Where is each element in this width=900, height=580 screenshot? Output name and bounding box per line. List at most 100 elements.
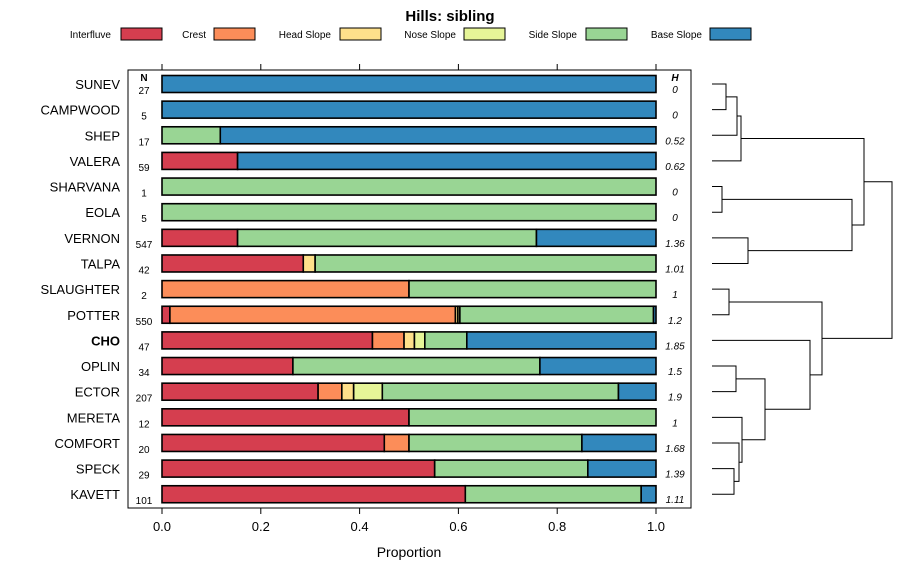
row-label: SLAUGHTER bbox=[41, 282, 120, 297]
dendrogram-link bbox=[712, 186, 723, 213]
legend-label: Crest bbox=[182, 30, 206, 41]
bar-segment bbox=[587, 459, 657, 478]
row-n: 547 bbox=[136, 240, 153, 251]
bar-segment bbox=[161, 484, 467, 504]
row-h: 1.5 bbox=[668, 367, 682, 378]
row-n: 550 bbox=[136, 317, 153, 328]
row-n: 17 bbox=[138, 137, 150, 148]
bar-segment bbox=[408, 433, 583, 453]
dendrogram-link bbox=[741, 137, 865, 226]
dendrogram-link bbox=[722, 198, 853, 252]
row-h: 1.85 bbox=[665, 341, 685, 352]
bar-segment bbox=[161, 202, 657, 222]
row-h: 1.39 bbox=[665, 470, 685, 481]
row-label: OPLIN bbox=[81, 359, 120, 374]
plot-frame bbox=[127, 69, 692, 509]
legend-swatch bbox=[120, 27, 163, 41]
x-tick-label: 1.0 bbox=[647, 519, 665, 534]
row-n: 101 bbox=[136, 496, 153, 507]
bar-segment bbox=[161, 228, 239, 248]
row-h: 0 bbox=[672, 213, 678, 224]
row-n: 27 bbox=[138, 86, 150, 97]
bar-rows: SUNEV 27 0 CAMPWOOD 5 0 SHEP 17 0.52 VALERA 59 0.62… bbox=[41, 74, 685, 507]
dendrogram-link bbox=[712, 288, 730, 316]
row-label: POTTER bbox=[67, 308, 120, 323]
row-h: 1.2 bbox=[668, 316, 682, 327]
row-h: 0.52 bbox=[665, 136, 685, 147]
row-label: CHO bbox=[91, 333, 120, 348]
chart-title: Hills: sibling bbox=[405, 8, 494, 25]
row-h: 1.68 bbox=[665, 444, 685, 455]
row-h: 1 bbox=[672, 418, 678, 429]
dendrogram-link bbox=[712, 96, 738, 136]
bar-segment bbox=[161, 331, 374, 350]
row-n: 42 bbox=[138, 265, 150, 276]
x-tick-label: 0.2 bbox=[252, 519, 270, 534]
bar-segment bbox=[640, 484, 657, 504]
bar-segment bbox=[317, 382, 343, 401]
bar-segment bbox=[314, 254, 657, 273]
bar-segment bbox=[169, 305, 457, 325]
bar-segment bbox=[581, 433, 657, 453]
dendrogram-link bbox=[729, 301, 823, 376]
row-label: CAMPWOOD bbox=[41, 103, 120, 118]
row-h: 1 bbox=[672, 290, 678, 301]
dendrogram-link bbox=[712, 339, 811, 410]
row-h: 1.36 bbox=[665, 239, 685, 250]
legend-swatch bbox=[463, 27, 506, 41]
legend-label: Base Slope bbox=[651, 30, 703, 41]
row-n: 59 bbox=[138, 163, 150, 174]
x-tick-label: 0.6 bbox=[449, 519, 467, 534]
bar-segment bbox=[161, 408, 410, 427]
row-n: 47 bbox=[138, 342, 150, 353]
bar-segment bbox=[161, 433, 386, 453]
n-column-header: N bbox=[140, 73, 147, 84]
bar-segment bbox=[459, 305, 655, 325]
row-n: 1 bbox=[141, 189, 147, 200]
row-label: VERNON bbox=[64, 231, 120, 246]
h-column-header: H bbox=[671, 73, 679, 84]
row-n: 12 bbox=[138, 419, 150, 430]
row-label: SHARVANA bbox=[50, 180, 121, 195]
legend-swatch bbox=[709, 27, 752, 41]
row-label: MERETA bbox=[67, 410, 121, 425]
bar-segment bbox=[383, 433, 410, 453]
legend-label: Side Slope bbox=[529, 30, 578, 41]
row-h: 1.11 bbox=[666, 495, 685, 506]
legend-label: Head Slope bbox=[279, 30, 332, 41]
row-h: 1.01 bbox=[665, 264, 684, 275]
legend: Interfluve Crest Head Slope Nose Slope Side … bbox=[70, 27, 752, 41]
row-label: ECTOR bbox=[75, 385, 120, 400]
bar-segment bbox=[161, 177, 657, 196]
bar-segment bbox=[161, 305, 171, 325]
bar-segment bbox=[408, 279, 657, 299]
row-label: VALERA bbox=[70, 154, 121, 169]
bar-segment bbox=[433, 459, 589, 478]
dendrogram-link bbox=[712, 416, 743, 463]
row-label: SUNEV bbox=[75, 77, 120, 92]
bar-segment bbox=[236, 151, 657, 171]
dendrogram-link bbox=[712, 237, 749, 264]
row-h: 0 bbox=[672, 85, 678, 96]
row-h: 0.62 bbox=[665, 162, 685, 173]
dendrogram-link bbox=[712, 442, 740, 482]
bar-segment bbox=[617, 382, 657, 401]
bar-segment bbox=[408, 408, 657, 427]
row-n: 2 bbox=[141, 291, 147, 302]
dendrogram-link bbox=[736, 378, 766, 441]
row-n: 34 bbox=[138, 368, 150, 379]
bar-segment bbox=[371, 331, 405, 350]
row-label: COMFORT bbox=[55, 436, 121, 451]
row-h: 1.9 bbox=[668, 393, 682, 404]
bar-segment bbox=[161, 382, 319, 401]
row-label: SHEP bbox=[85, 128, 120, 143]
bar-segment bbox=[413, 331, 426, 350]
bar-segment bbox=[219, 125, 657, 145]
bar-segment bbox=[161, 125, 222, 145]
bar-segment bbox=[464, 484, 642, 504]
row-n: 5 bbox=[141, 214, 147, 225]
bar-segment bbox=[403, 331, 416, 350]
legend-label: Interfluve bbox=[70, 30, 112, 41]
legend-swatch bbox=[213, 27, 256, 41]
